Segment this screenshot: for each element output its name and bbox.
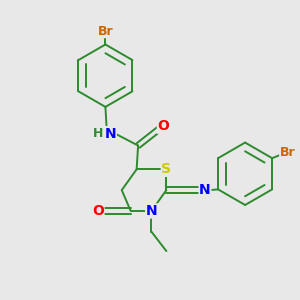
Text: O: O [92,204,104,218]
Text: N: N [105,127,116,141]
Text: N: N [199,183,211,197]
Text: S: S [161,162,171,176]
Text: Br: Br [98,25,113,38]
Text: O: O [158,119,169,133]
Text: N: N [146,204,157,218]
Text: Br: Br [280,146,296,159]
Text: H: H [93,127,103,140]
